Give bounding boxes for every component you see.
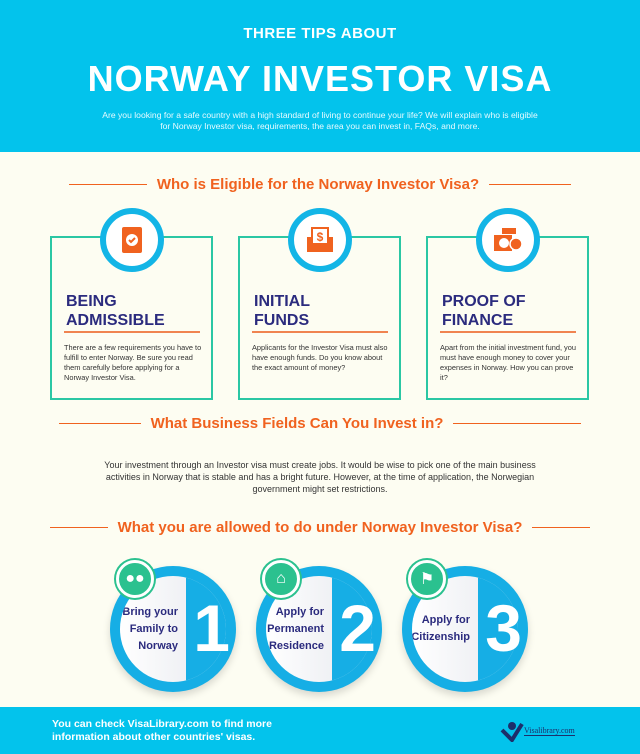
flag-icon: ⚑ [408,560,446,598]
section-heading-allowed: What you are allowed to do under Norway … [0,519,640,536]
divider [453,422,582,425]
card-initial-funds: $ INITIAL FUNDS Applicants for the Invest… [238,208,401,400]
heading-text: What you are allowed to do under Norway … [117,519,523,536]
logo-icon [500,722,524,742]
item-label: Apply for Citizenship [412,614,470,643]
business-text: Your investment through an Investor visa… [104,460,536,494]
card-title-line1: BEING [66,293,117,310]
underline [440,331,576,333]
allowed-item-residence: Apply for Permanent Residence 2 ⌂ [256,560,382,692]
divider [49,526,108,529]
allowed-item-citizenship: Apply for Citizenship 3 ⚑ [402,560,528,692]
footer: You can check VisaLibrary.com to find mo… [0,707,640,754]
card-title-line2: ADMISSIBLE [66,312,165,329]
item-label: Apply for Permanent Residence [267,605,324,652]
divider [489,183,572,186]
card-title-line2: FUNDS [254,312,310,329]
heading-text: What Business Fields Can You Invest in? [150,415,444,432]
heading-text: Who is Eligible for the Norway Investor … [156,176,480,193]
section-heading-eligibility: Who is Eligible for the Norway Investor … [0,176,640,193]
divider [68,183,147,186]
item-label: Bring your Family to Norway [122,605,178,652]
card-text: Apart from the initial investment fund, … [440,343,576,382]
card-text: Applicants for the Investor Visa must al… [252,343,388,372]
divider [532,526,591,529]
card-title-line1: PROOF OF [442,293,526,310]
underline [64,331,200,333]
home-pin-icon: ⌂ [262,560,300,598]
svg-text:$: $ [317,230,324,244]
intro-text: Are you looking for a safe country with … [102,110,538,131]
header-subtitle: THREE TIPS ABOUT [243,25,397,42]
item-number: 1 [193,591,230,665]
footer-text: You can check VisaLibrary.com to find mo… [52,718,272,743]
divider [58,422,141,425]
underline [252,331,388,333]
card-being-admissible: BEING ADMISSIBLE There are a few requirem… [50,208,213,400]
card-title-line2: FINANCE [442,312,514,329]
coins-check-icon [476,208,540,272]
card-proof-of-finance: PROOF OF FINANCE Apart from the initial i… [426,208,589,400]
money-envelope-icon: $ [288,208,352,272]
visalibrary-logo[interactable]: Visalibrary.com [500,717,600,745]
document-check-icon [100,208,164,272]
allowed-item-family: Bring your Family to Norway 1 ●● [110,560,236,692]
card-title-line1: INITIAL [254,293,310,310]
page-title: NORWAY INVESTOR VISA [87,58,553,99]
item-number: 2 [339,591,376,665]
header: THREE TIPS ABOUT NORWAY INVESTOR VISA Ar… [0,0,640,152]
family-icon: ●● [116,560,154,598]
logo-text: Visalibrary.com [524,726,575,736]
section-heading-business: What Business Fields Can You Invest in? [0,415,640,432]
card-text: There are a few requirements you have to… [64,343,202,382]
item-number: 3 [485,591,522,665]
